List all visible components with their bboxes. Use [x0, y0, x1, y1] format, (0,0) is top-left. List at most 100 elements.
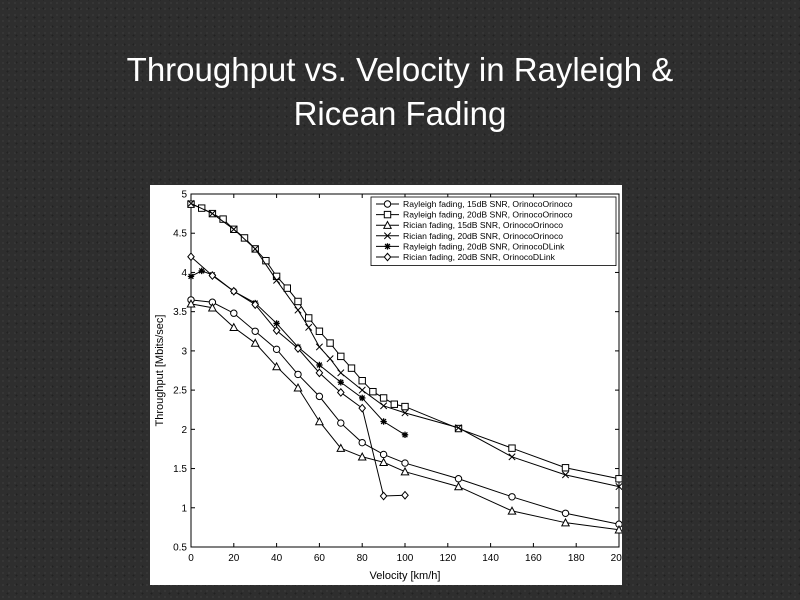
data-point-series-1 [454, 475, 463, 483]
data-point-series-5 [401, 431, 409, 439]
slide-title-line-1: Throughput vs. Velocity in Rayleigh & [126, 51, 674, 88]
data-point-series-2 [337, 352, 345, 361]
legend-marker [383, 232, 392, 240]
data-point-series-4 [401, 409, 409, 417]
legend-label: Rician fading, 20dB SNR, OrinocoOrinoco [403, 231, 563, 241]
data-point-series-1 [337, 419, 345, 427]
data-point-series-3 [507, 506, 517, 515]
data-point-series-4 [326, 355, 334, 363]
data-point-series-2 [315, 327, 324, 335]
data-point-series-5 [187, 273, 195, 280]
data-point-series-1 [508, 493, 516, 501]
x-tick-label: 60 [314, 553, 326, 564]
data-point-series-2 [187, 200, 195, 208]
data-point-series-6 [315, 368, 324, 378]
legend-label: Rician fading, 20dB SNR, OrinocoDLink [403, 252, 556, 262]
data-point-series-3 [453, 481, 464, 491]
data-point-series-6 [208, 271, 217, 281]
y-tick-label: 0.5 [173, 543, 187, 554]
data-point-series-4 [251, 245, 259, 253]
data-point-series-2 [379, 394, 388, 402]
data-point-series-2 [347, 364, 356, 372]
y-tick-label: 3 [181, 346, 187, 357]
slide-title-line-2: Ricean Fading [293, 95, 507, 132]
data-point-series-6 [272, 326, 281, 335]
data-point-series-5 [273, 320, 280, 327]
data-point-series-1 [358, 438, 366, 447]
data-point-series-3 [314, 416, 324, 426]
y-tick-label: 2.5 [173, 386, 187, 397]
data-point-series-2 [561, 464, 570, 472]
throughput-chart: 0 20 40 60 80 100 120 140 160 180 200 0.5 1 1.5 2 2.5 3 3… [154, 190, 622, 582]
y-tick-label: 1.5 [173, 464, 187, 475]
data-point-series-5 [198, 267, 205, 275]
data-point-series-4 [508, 453, 516, 461]
y-tick-label: 4.5 [173, 229, 187, 240]
data-point-series-4 [454, 424, 463, 432]
x-tick-label: 120 [439, 553, 456, 564]
y-axis-label: Throughput [Mbits/sec] [154, 315, 166, 427]
legend-label: Rayleigh fading, 20dB SNR, OrinocoOrinoc… [403, 210, 573, 220]
data-point-series-1 [379, 450, 388, 459]
legend-label: Rayleigh fading, 20dB SNR, OrinocoDLink [403, 241, 565, 251]
legend-marker [382, 220, 393, 229]
legend-marker [383, 210, 392, 219]
x-tick-label: 180 [568, 553, 585, 564]
y-tick-label: 4 [181, 268, 187, 279]
data-point-series-1 [561, 509, 570, 517]
data-point-series-5 [337, 379, 344, 386]
data-point-series-6 [336, 388, 345, 397]
y-tick-label: 5 [181, 190, 187, 201]
data-point-series-4 [337, 369, 345, 377]
data-point-series-3 [400, 466, 410, 476]
data-point-series-3 [379, 457, 389, 466]
x-tick-label: 100 [397, 553, 414, 564]
data-point-series-6 [379, 491, 388, 501]
x-axis-label: Velocity [km/h] [370, 570, 441, 582]
data-point-series-1 [251, 327, 259, 335]
data-point-series-2 [305, 314, 313, 322]
data-point-series-1 [315, 392, 324, 401]
data-point-series-4 [380, 402, 388, 410]
data-point-series-3 [560, 517, 571, 527]
data-point-series-4 [561, 471, 570, 479]
x-tick-label: 0 [188, 553, 194, 564]
data-point-series-4 [230, 225, 238, 233]
data-point-series-4 [187, 199, 195, 207]
data-point-series-2 [454, 424, 463, 433]
data-point-series-2 [508, 444, 516, 452]
data-point-series-3 [614, 524, 622, 534]
legend-label: Rician fading, 15dB SNR, OrinocoOrinoco [403, 220, 563, 230]
chart-panel: 0 20 40 60 80 100 120 140 160 180 200 0.5 1 1.5 2 2.5 3 3… [150, 185, 622, 585]
data-point-series-2 [240, 234, 249, 242]
data-point-series-3 [272, 361, 282, 371]
data-point-series-2 [326, 339, 334, 347]
data-point-series-1 [230, 309, 238, 317]
data-point-series-2 [283, 284, 292, 292]
data-point-series-2 [390, 400, 399, 408]
data-point-series-2 [358, 376, 366, 385]
data-point-series-3 [207, 302, 217, 312]
data-point-series-1 [401, 459, 409, 467]
data-point-series-4 [208, 210, 216, 218]
legend-box [370, 196, 617, 266]
data-point-series-6 [294, 344, 302, 353]
data-point-series-1 [272, 345, 281, 354]
slide-title: Throughput vs. Velocity in Rayleigh & Ri… [0, 48, 800, 136]
x-tick-label: 160 [525, 553, 542, 564]
data-point-series-6 [358, 403, 367, 413]
data-point-series-4 [615, 483, 622, 491]
x-tick-label: 20 [228, 553, 240, 564]
legend-marker [384, 243, 391, 250]
x-tick-label: 80 [357, 553, 369, 564]
data-point-series-4 [273, 276, 281, 284]
x-tick-label: 200 [611, 553, 622, 564]
y-tick-label: 3.5 [173, 307, 187, 318]
data-point-series-6 [401, 490, 409, 500]
data-point-series-3 [336, 443, 346, 452]
data-point-series-4 [315, 343, 323, 351]
x-tick-label: 140 [482, 553, 499, 564]
y-tick-label: 2 [181, 425, 187, 436]
legend-label: Rayleigh fading, 15dB SNR, OrinocoOrinoc… [403, 199, 573, 209]
y-tick-label: 1 [181, 503, 187, 514]
